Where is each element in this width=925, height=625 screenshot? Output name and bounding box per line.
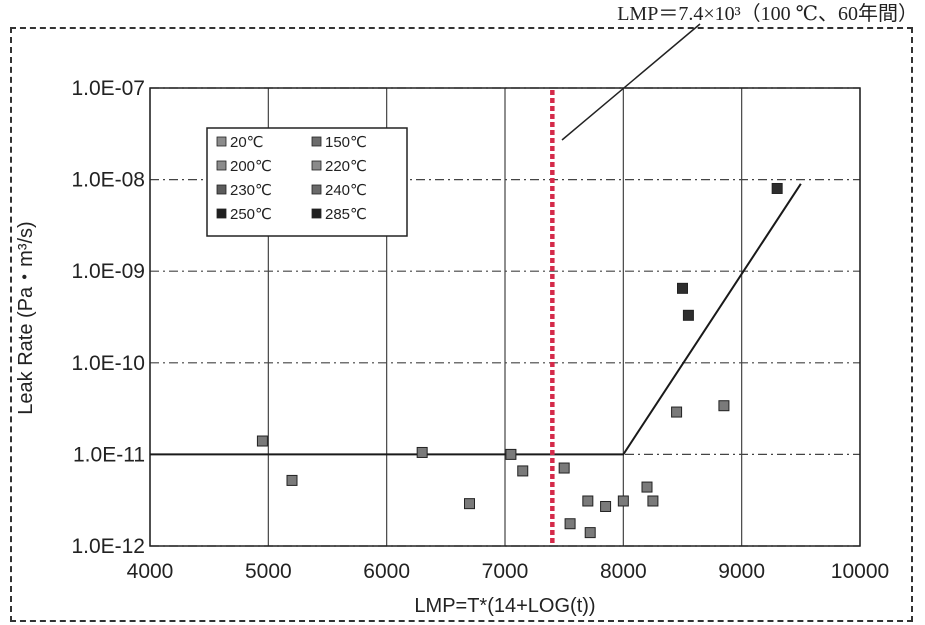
legend-marker xyxy=(216,136,227,147)
data-point xyxy=(584,527,596,539)
data-point xyxy=(464,498,475,510)
legend-marker xyxy=(216,184,227,195)
data-point xyxy=(582,495,594,507)
x-tick-label: 5000 xyxy=(245,560,292,583)
data-point xyxy=(671,406,683,418)
y-tick-label: 1.0E-12 xyxy=(71,535,145,558)
y-tick-label: 1.0E-07 xyxy=(71,77,145,100)
legend-label: 220℃ xyxy=(325,158,367,175)
data-point xyxy=(647,495,659,507)
data-point xyxy=(286,474,298,486)
data-point xyxy=(682,309,694,321)
legend-marker xyxy=(311,160,322,171)
legend-marker xyxy=(216,208,227,219)
data-point xyxy=(517,465,529,477)
legend: 20℃ 150℃ 200℃ 220℃ 230℃ 240℃ 250℃ 285℃ xyxy=(206,127,408,237)
plot-area xyxy=(149,87,861,547)
data-point xyxy=(505,448,517,460)
fit-line-group xyxy=(150,183,802,456)
legend-label: 250℃ xyxy=(230,206,272,223)
legend-label: 240℃ xyxy=(325,182,367,199)
legend-label: 20℃ xyxy=(230,134,264,151)
data-point xyxy=(718,400,730,412)
chart-frame xyxy=(10,27,913,622)
data-point xyxy=(558,462,570,474)
legend-label: 230℃ xyxy=(230,182,272,199)
legend-label: 200℃ xyxy=(230,158,272,175)
x-tick-label: 6000 xyxy=(363,560,410,583)
data-point xyxy=(256,435,268,447)
x-tick-label: 9000 xyxy=(718,560,765,583)
y-tick-labels: 1.0E-12 1.0E-11 1.0E-10 1.0E-09 1.0E-08 1.0E-… xyxy=(71,77,145,558)
data-point xyxy=(641,481,653,493)
annotation-label: LMP＝7.4×10³（100 ℃、60年間） xyxy=(617,2,918,25)
data-point xyxy=(771,182,783,194)
legend-marker xyxy=(311,208,322,219)
data-point xyxy=(600,500,612,512)
x-tick-label: 7000 xyxy=(482,560,529,583)
data-point xyxy=(677,282,688,294)
data-point xyxy=(564,518,576,530)
legend-marker xyxy=(216,160,227,171)
y-tick-label: 1.0E-09 xyxy=(71,260,145,283)
legend-marker xyxy=(311,184,322,195)
x-axis-title: LMP=T*(14+LOG(t)) xyxy=(414,595,595,617)
legend-label: 150℃ xyxy=(325,134,367,151)
legend-label: 285℃ xyxy=(325,206,367,223)
fit-line xyxy=(150,183,802,456)
annotation-leader-line xyxy=(561,23,701,141)
y-axis-title: Leak Rate (Pa・m³/s) xyxy=(15,221,37,414)
legend-marker xyxy=(311,136,322,147)
y-tick-label: 1.0E-08 xyxy=(71,169,145,192)
legend-box xyxy=(206,127,408,237)
data-point xyxy=(617,495,629,507)
y-tick-label: 1.0E-10 xyxy=(71,352,145,375)
x-tick-label: 10000 xyxy=(831,560,889,583)
x-tick-labels: 4000 5000 6000 7000 8000 9000 10000 xyxy=(127,560,890,583)
y-tick-label: 1.0E-11 xyxy=(73,443,145,466)
x-tick-label: 4000 xyxy=(127,560,174,583)
data-points xyxy=(256,182,783,539)
data-point xyxy=(416,446,428,458)
x-tick-label: 8000 xyxy=(600,560,647,583)
